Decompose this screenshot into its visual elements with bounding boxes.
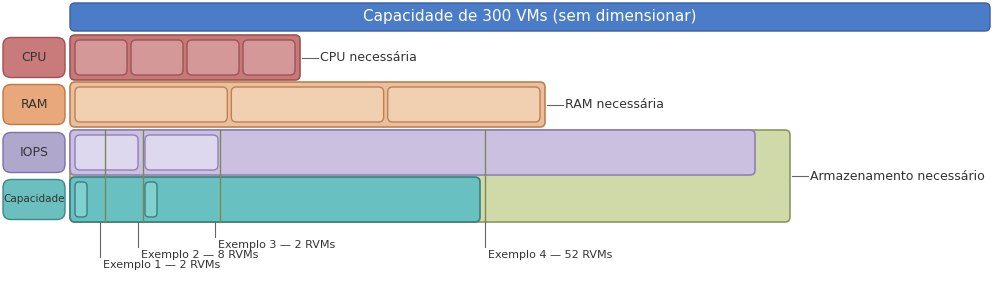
FancyBboxPatch shape xyxy=(3,37,65,77)
FancyBboxPatch shape xyxy=(75,40,127,75)
Text: RAM: RAM xyxy=(20,98,48,111)
FancyBboxPatch shape xyxy=(145,135,218,170)
Text: CPU: CPU xyxy=(21,51,47,64)
FancyBboxPatch shape xyxy=(70,82,545,127)
FancyBboxPatch shape xyxy=(187,40,239,75)
FancyBboxPatch shape xyxy=(131,40,183,75)
Text: IOPS: IOPS xyxy=(20,146,48,159)
FancyBboxPatch shape xyxy=(75,135,138,170)
FancyBboxPatch shape xyxy=(3,132,65,173)
Text: Exemplo 4 — 52 RVMs: Exemplo 4 — 52 RVMs xyxy=(488,250,612,260)
FancyBboxPatch shape xyxy=(75,87,227,122)
Text: CPU necessária: CPU necessária xyxy=(320,51,417,64)
FancyBboxPatch shape xyxy=(3,84,65,124)
Text: RAM necessária: RAM necessária xyxy=(565,98,664,111)
FancyBboxPatch shape xyxy=(3,179,65,219)
FancyBboxPatch shape xyxy=(243,40,295,75)
Text: Armazenamento necessário: Armazenamento necessário xyxy=(810,170,985,183)
Text: Exemplo 1 — 2 RVMs: Exemplo 1 — 2 RVMs xyxy=(103,260,220,270)
FancyBboxPatch shape xyxy=(75,182,87,217)
FancyBboxPatch shape xyxy=(70,130,755,175)
FancyBboxPatch shape xyxy=(145,182,157,217)
FancyBboxPatch shape xyxy=(388,87,540,122)
Text: Capacidade de 300 VMs (sem dimensionar): Capacidade de 300 VMs (sem dimensionar) xyxy=(363,10,697,24)
FancyBboxPatch shape xyxy=(231,87,384,122)
FancyBboxPatch shape xyxy=(70,35,300,80)
FancyBboxPatch shape xyxy=(70,130,790,222)
Text: Exemplo 2 — 8 RVMs: Exemplo 2 — 8 RVMs xyxy=(141,250,258,260)
Text: Capacidade: Capacidade xyxy=(3,194,65,204)
FancyBboxPatch shape xyxy=(70,3,990,31)
Text: Exemplo 3 — 2 RVMs: Exemplo 3 — 2 RVMs xyxy=(218,240,335,250)
FancyBboxPatch shape xyxy=(70,177,480,222)
